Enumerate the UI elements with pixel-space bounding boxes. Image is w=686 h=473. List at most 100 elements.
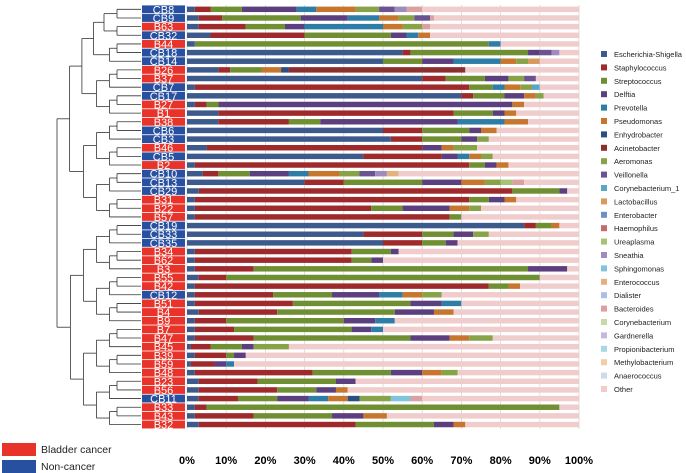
bar-segment-cb3-staphylococcus	[390, 136, 423, 142]
bar-segment-b9-delftia	[343, 318, 376, 324]
sample-label-background	[142, 40, 185, 48]
bar-segment-cb14-streptococcus	[383, 58, 423, 64]
bar-segment-b22-other	[481, 205, 579, 211]
bar-segment-b4-streptococcus	[277, 309, 395, 315]
bar-segment-b63-pseudomonas	[383, 23, 403, 30]
bar-segment-cb14-other	[539, 58, 579, 64]
bar-segment-cb7-prevotella	[492, 84, 505, 90]
bar-segment-b63-delftia	[285, 23, 305, 30]
bar-segment-cb29-other	[567, 188, 579, 194]
bar-segment-b38-staphylococcus	[218, 119, 289, 125]
bar-segment-b26-acinetobacter	[288, 67, 466, 73]
bar-segment-cb10-veillonella	[359, 170, 376, 177]
bar-segment-b51-escherichia-shigella	[187, 300, 195, 307]
bar-segment-cb10-pseudomonas	[308, 170, 340, 177]
bar-segment-cb5-staphylococcus	[363, 153, 442, 160]
bar-segment-cb11-escherichia-shigella	[187, 395, 199, 402]
sample-label-background	[142, 411, 185, 420]
sample-label-b48: B48	[154, 368, 174, 380]
bar-segment-b47-delftia	[410, 335, 450, 341]
legend-swatch-methylobacterium	[601, 359, 607, 366]
bar-segment-cb6-other	[496, 127, 579, 134]
bar-segment-b33-staphylococcus	[194, 404, 207, 410]
legend-label-bacteroides: Bacteroides	[614, 305, 654, 314]
dendrogram	[56, 8, 141, 425]
sample-label-background	[142, 360, 185, 368]
bar-segment-cb3-delftia	[461, 136, 478, 142]
bar-segment-b63-prevotella	[304, 23, 383, 30]
sample-label-background	[142, 273, 185, 282]
bar-segment-b37-staphylococcus	[422, 75, 446, 82]
bar-segment-cb29-streptococcus	[512, 188, 560, 194]
bar-segment-b39-streptococcus	[226, 352, 235, 359]
legend-swatch-other	[601, 386, 607, 392]
bar-segment-b27-pseudomonas	[512, 101, 525, 108]
sample-label-cb19: CB19	[150, 221, 178, 233]
bar-segment-b44-streptococcus	[194, 41, 489, 47]
bar-segment-b31-streptococcus	[469, 196, 489, 203]
legend-swatch-haemophilus	[601, 225, 607, 232]
bar-segment-b56-staphylococcus	[198, 387, 278, 393]
sample-label-b4: B4	[157, 307, 170, 319]
sample-label-background	[142, 74, 185, 83]
bar-segment-b59-other	[234, 361, 580, 367]
bar-segment-cb7-staphylococcus	[194, 84, 470, 90]
legend-label-delftia: Delftia	[614, 90, 636, 99]
bar-segment-b47-other	[492, 335, 579, 341]
bar-segment-b32-other	[465, 421, 579, 428]
bar-segment-b32-staphylococcus	[198, 421, 356, 428]
bar-segment-b22-delftia	[402, 205, 450, 211]
bar-segment-cb12-aeromonas	[422, 292, 442, 298]
bar-segment-cb11-bacteroides	[410, 395, 423, 402]
bar-segment-b27-staphylococcus	[194, 101, 207, 108]
bar-segment-b27-other	[524, 101, 579, 108]
bar-segment-b32-pseudomonas	[453, 421, 466, 428]
bar-segment-b47-escherichia-shigella	[187, 335, 195, 341]
bar-segment-b27-escherichia-shigella	[187, 101, 195, 108]
bar-segment-cb11-pseudomonas	[328, 395, 348, 402]
bar-segment-b43-pseudomonas	[363, 413, 387, 419]
bar-segment-b51-delftia	[410, 300, 442, 307]
bar-segment-cb18-delftia	[528, 49, 540, 56]
bar-segment-b46-pseudomonas	[441, 145, 454, 151]
bar-segment-cb33-aeromonas	[473, 231, 489, 237]
sample-label-background	[142, 325, 185, 334]
legend-swatch-anaerococcus	[601, 372, 607, 379]
bar-segment-b39-other	[245, 352, 580, 359]
sample-label-background	[142, 14, 185, 22]
bar-segment-b37-escherichia-shigella	[187, 75, 423, 82]
bar-segment-b43-other	[386, 413, 579, 419]
bar-segment-b4-delftia	[394, 309, 434, 315]
bar-segment-b33-escherichia-shigella	[187, 404, 195, 410]
bar-segment-cb35-staphylococcus	[383, 240, 423, 246]
bar-segment-b55-streptococcus	[226, 274, 540, 281]
legend-swatch-enterococcus	[601, 278, 607, 285]
bar-segment-cb9-veillonella	[414, 15, 431, 21]
legend-swatch-bacteroides	[601, 305, 607, 312]
bar-segment-b9-prevotella	[375, 318, 395, 324]
bar-segment-cb10-escherichia-shigella	[187, 170, 203, 177]
bar-segment-b51-staphylococcus	[194, 300, 293, 307]
bar-segment-b62-escherichia-shigella	[187, 257, 195, 263]
bar-segment-b43-staphylococcus	[194, 413, 254, 419]
sample-label-background	[142, 143, 185, 152]
sample-label-cb3: CB3	[153, 134, 174, 146]
bar-segment-cb19-staphylococcus	[524, 222, 536, 229]
bar-segment-cb9-prevotella	[347, 15, 380, 21]
legend-label-enterococcus: Enterococcus	[614, 278, 660, 287]
bar-segment-b34-other	[398, 248, 579, 255]
bar-segment-cb7-streptococcus	[469, 84, 493, 90]
bar-segment-b31-staphylococcus	[194, 196, 470, 203]
bar-segment-b45-streptococcus	[210, 343, 242, 350]
bar-segment-cb11-other	[422, 395, 579, 402]
bar-segment-cb9-other	[433, 15, 579, 21]
legend-swatch-streptococcus	[601, 77, 607, 84]
bar-segment-b47-staphylococcus	[194, 335, 254, 341]
bar-segment-cb10-prevotella	[288, 170, 309, 177]
bar-segment-cb19-other	[559, 222, 579, 229]
legend-label-prevotella: Prevotella	[614, 104, 648, 113]
bar-segment-b37-veillonella	[524, 75, 536, 82]
bar-segment-b38-delftia	[320, 119, 458, 125]
bar-segment-b59-staphylococcus	[190, 361, 215, 367]
bar-segment-b51-streptococcus	[292, 300, 411, 307]
